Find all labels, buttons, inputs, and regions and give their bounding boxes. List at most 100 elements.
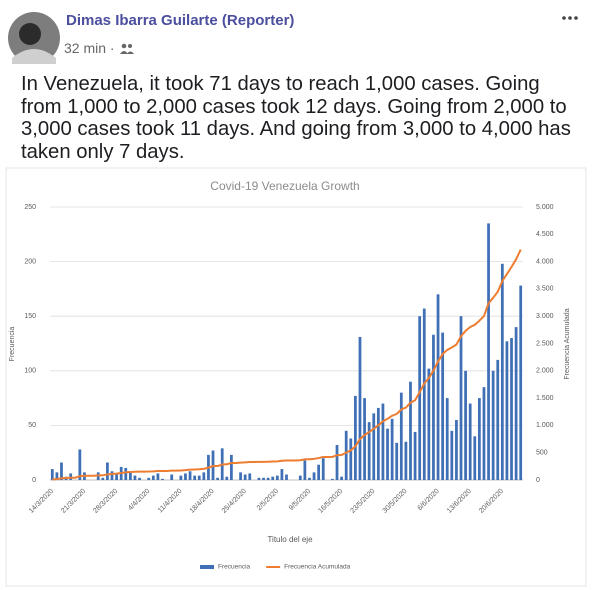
bar xyxy=(496,359,500,480)
post-time[interactable]: 32 min · xyxy=(64,40,115,56)
bar xyxy=(500,263,504,480)
bar xyxy=(358,336,362,480)
legend-swatch xyxy=(200,565,214,569)
bar xyxy=(248,473,252,480)
x-axis-title: Titulo del eje xyxy=(267,535,313,544)
bar xyxy=(138,477,141,480)
bar xyxy=(197,475,201,480)
bar xyxy=(482,387,486,480)
y2-tick-label: 3.500 xyxy=(536,286,554,293)
bar xyxy=(225,476,229,480)
bar xyxy=(193,475,197,480)
y2-tick-label: 3.000 xyxy=(536,313,554,320)
bar xyxy=(390,418,394,480)
bar xyxy=(110,471,114,480)
bar xyxy=(519,285,523,480)
bar xyxy=(298,475,302,480)
bar xyxy=(317,464,321,480)
bar xyxy=(432,334,435,480)
y-axis-title: Frecuencia xyxy=(9,327,16,362)
bar xyxy=(275,475,279,480)
bar xyxy=(514,327,518,480)
y-tick-label: 100 xyxy=(24,368,36,375)
bar xyxy=(188,471,192,480)
y2-tick-label: 500 xyxy=(536,450,548,457)
bar xyxy=(331,478,334,480)
bar xyxy=(450,430,454,480)
bar xyxy=(455,419,458,480)
bar xyxy=(399,392,403,480)
bar xyxy=(395,442,399,480)
bar xyxy=(184,473,187,480)
line xyxy=(52,249,522,481)
bar xyxy=(505,341,509,480)
legend-label: Frecuencia xyxy=(218,564,251,571)
bar xyxy=(413,431,417,480)
bar xyxy=(436,294,440,480)
bar xyxy=(179,475,183,480)
bar xyxy=(473,436,477,480)
bar xyxy=(381,403,385,480)
bar xyxy=(55,472,59,480)
bar xyxy=(60,462,63,480)
bar xyxy=(477,398,481,480)
bar xyxy=(464,370,467,480)
bar xyxy=(124,467,128,480)
more-options[interactable] xyxy=(562,16,578,20)
audience-icon[interactable] xyxy=(120,43,134,54)
bar xyxy=(404,441,408,480)
bar xyxy=(372,413,376,480)
bar xyxy=(257,477,261,480)
bar xyxy=(303,460,307,480)
bar xyxy=(491,370,495,480)
bar xyxy=(441,332,445,480)
legend-label: Frecuencia Acumulada xyxy=(284,564,351,571)
bar xyxy=(422,308,426,480)
bar xyxy=(151,475,155,480)
avatar-detail xyxy=(12,49,56,64)
y2-tick-label: 2.000 xyxy=(536,368,554,375)
bar xyxy=(115,473,118,480)
bar xyxy=(202,472,206,480)
bar xyxy=(101,477,105,480)
bar xyxy=(128,471,132,480)
bar xyxy=(147,477,151,480)
chart-title: Covid-19 Venezuela Growth xyxy=(210,179,359,193)
bar xyxy=(344,430,348,480)
bar xyxy=(321,458,325,480)
bar xyxy=(262,477,265,480)
bar xyxy=(510,338,513,480)
y2-tick-label: 5.000 xyxy=(536,204,554,211)
bar xyxy=(50,469,54,480)
author-name[interactable]: Dimas Ibarra Guilarte (Reporter) xyxy=(66,12,295,29)
bar xyxy=(386,428,389,480)
bar xyxy=(367,422,371,480)
bar xyxy=(418,316,422,480)
bar xyxy=(468,403,472,480)
bar xyxy=(156,473,160,480)
y2-tick-label: 4.500 xyxy=(536,231,554,238)
bar xyxy=(280,469,284,480)
bar xyxy=(266,477,270,480)
bar xyxy=(243,474,247,480)
bar xyxy=(78,449,82,480)
y-tick-label: 250 xyxy=(24,204,36,211)
bar xyxy=(335,445,339,480)
y-tick-label: 150 xyxy=(24,313,36,320)
bar xyxy=(363,398,366,480)
bar xyxy=(376,407,380,480)
bar xyxy=(487,223,490,480)
bar xyxy=(106,462,109,480)
avatar-detail xyxy=(19,23,41,45)
bar xyxy=(230,454,233,480)
bar xyxy=(445,398,449,480)
y2-tick-label: 1.000 xyxy=(536,422,554,429)
y2-tick-label: 2.500 xyxy=(536,340,554,347)
bar xyxy=(427,368,431,480)
bar xyxy=(161,478,164,480)
y-tick-label: 0 xyxy=(32,477,36,484)
bar xyxy=(312,472,316,480)
y2-tick-label: 0 xyxy=(536,477,540,484)
